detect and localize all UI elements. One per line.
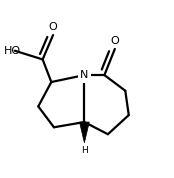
Polygon shape	[80, 122, 89, 143]
Text: O: O	[110, 36, 119, 46]
Text: O: O	[49, 22, 57, 32]
Text: H: H	[81, 146, 88, 155]
Text: HO: HO	[4, 46, 21, 56]
Text: N: N	[80, 70, 89, 80]
